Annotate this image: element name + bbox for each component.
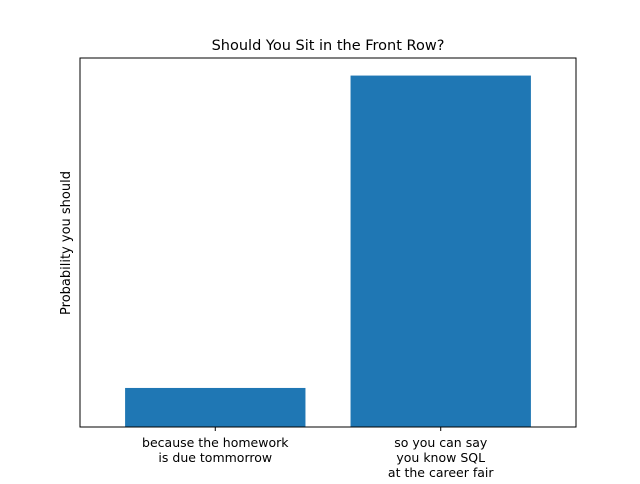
bar-0 [125, 387, 306, 427]
chart-title: Should You Sit in the Front Row? [212, 38, 445, 54]
bars-group [125, 75, 531, 428]
y-axis-label: Probability you should [59, 171, 74, 315]
x-tick-label-0: because the homework is due tommorrow [142, 435, 289, 465]
x-ticks-group: because the homework is due tommorrow so y… [142, 427, 494, 480]
x-tick-label-1: so you can say you know SQL at the career … [388, 435, 494, 480]
bar-1 [350, 75, 531, 428]
axes-frame [79, 57, 577, 428]
